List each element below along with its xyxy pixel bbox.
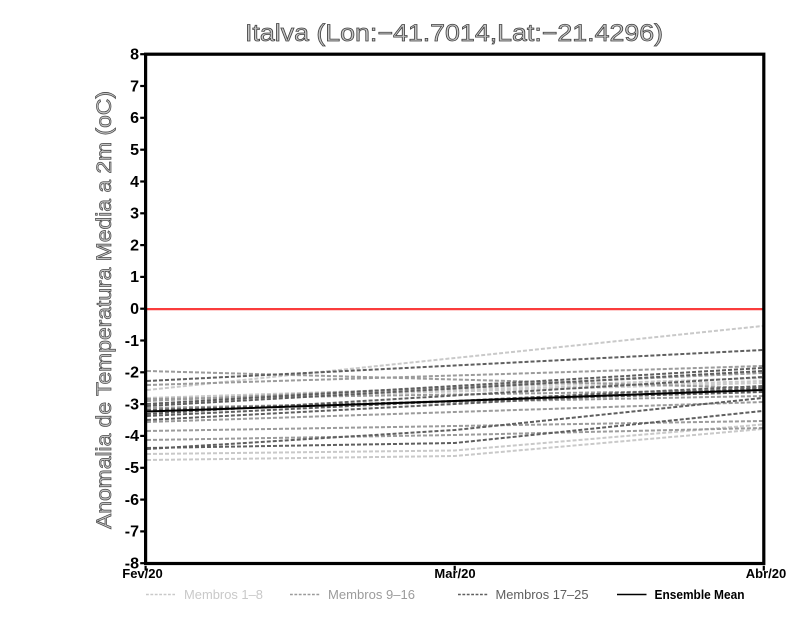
svg-text:-5: -5: [125, 460, 139, 477]
svg-text:8: 8: [130, 47, 139, 64]
svg-text:-2: -2: [125, 365, 139, 382]
svg-text:1: 1: [130, 269, 139, 286]
svg-text:-8: -8: [125, 556, 139, 573]
svg-text:3: 3: [130, 206, 139, 223]
svg-text:Membros 1–8: Membros 1–8: [184, 587, 263, 602]
svg-text:5: 5: [130, 142, 139, 159]
svg-text:7: 7: [130, 78, 139, 95]
svg-text:6: 6: [130, 110, 139, 127]
svg-text:Italva (Lon:−41.7014,Lat:−21.4: Italva (Lon:−41.7014,Lat:−21.4296): [245, 20, 663, 47]
svg-text:-4: -4: [125, 428, 139, 445]
svg-text:-7: -7: [125, 524, 139, 541]
svg-text:-1: -1: [125, 333, 139, 350]
svg-text:2: 2: [130, 237, 139, 254]
svg-text:Ensemble Mean: Ensemble Mean: [655, 587, 745, 602]
svg-text:Fev/20: Fev/20: [122, 566, 162, 581]
svg-text:Membros 9–16: Membros 9–16: [328, 587, 415, 602]
svg-text:Mar/20: Mar/20: [434, 566, 475, 581]
svg-text:-6: -6: [125, 492, 139, 509]
svg-text:Anomalia de Temperatura Media: Anomalia de Temperatura Media a 2m (oC): [93, 91, 116, 529]
svg-text:4: 4: [130, 174, 139, 191]
svg-text:Abr/20: Abr/20: [746, 566, 786, 581]
svg-text:-3: -3: [125, 396, 139, 413]
svg-text:Membros 17–25: Membros 17–25: [496, 587, 589, 602]
svg-text:0: 0: [130, 301, 139, 318]
